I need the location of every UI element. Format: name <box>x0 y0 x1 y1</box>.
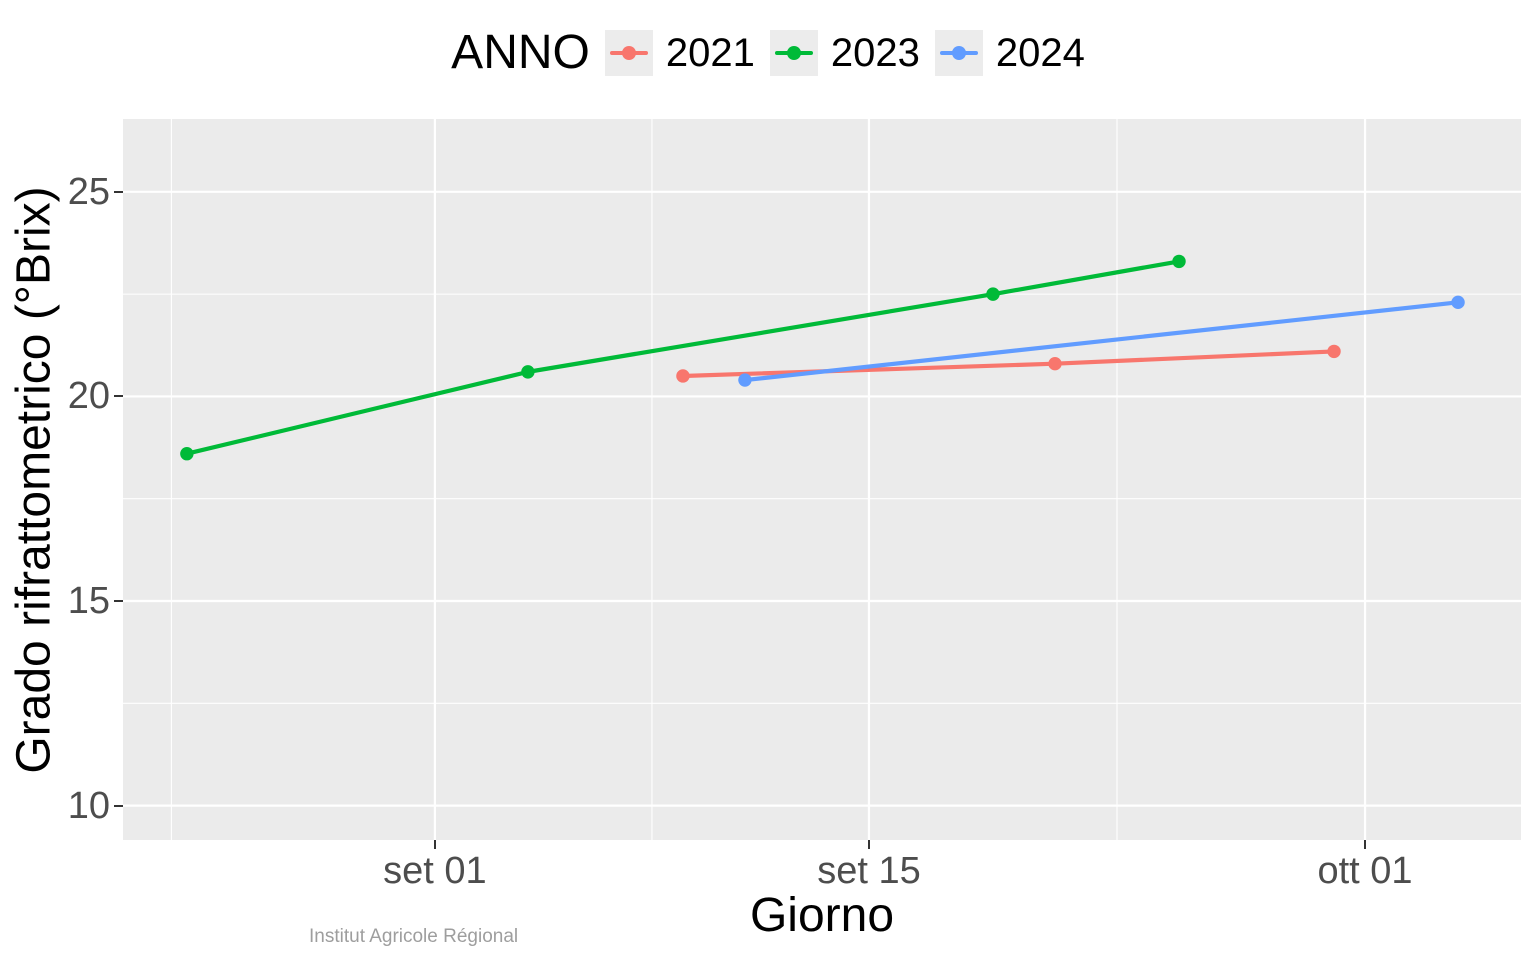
legend-item-2024: 2024 <box>934 30 1085 76</box>
data-point-2021 <box>676 369 690 383</box>
data-point-2023 <box>521 365 535 379</box>
legend-key-2024 <box>934 30 983 76</box>
x-tick-mark <box>1364 840 1367 849</box>
legend-key-2021 <box>604 30 653 76</box>
y-tick-mark <box>114 190 123 193</box>
data-point-2023 <box>1172 254 1186 269</box>
data-point-2024 <box>1451 295 1465 310</box>
series-line-2024 <box>742 300 1461 383</box>
legend-item-2023: 2023 <box>769 30 920 76</box>
y-tick-label: 10 <box>67 784 110 827</box>
series-line-2021 <box>680 349 1337 379</box>
legend-label: 2021 <box>665 31 755 75</box>
x-tick-label: ott 01 <box>1317 850 1413 892</box>
data-point-2021 <box>1327 344 1341 359</box>
x-tick-label: set 15 <box>817 850 921 892</box>
legend-title: ANNO <box>451 26 590 79</box>
legend-key-dot-icon <box>786 46 801 60</box>
y-tick-label: 20 <box>67 375 110 418</box>
y-tick-mark <box>114 600 123 603</box>
data-point-2023 <box>180 447 194 461</box>
data-point-2021 <box>1048 356 1062 371</box>
legend-key-dot-icon <box>951 46 966 60</box>
y-axis-title: Grado rifrattometrico (°Brix) <box>7 186 61 774</box>
watermark: Institut Agricole Régional <box>309 926 519 947</box>
legend-label: 2024 <box>995 31 1085 75</box>
x-tick-label: set 01 <box>383 850 487 892</box>
y-tick-label: 15 <box>67 580 110 623</box>
legend-key-2023 <box>769 30 818 76</box>
legend-key-dot-icon <box>621 46 636 60</box>
data-point-2023 <box>986 287 1000 301</box>
y-tick-label: 25 <box>67 170 110 213</box>
data-point-2024 <box>738 373 752 387</box>
legend-label: 2023 <box>830 31 920 75</box>
legend: ANNO 2021 2023 2024 <box>0 18 1536 88</box>
y-tick-mark <box>114 395 123 398</box>
series-line-2023 <box>184 259 1182 456</box>
x-tick-mark <box>433 840 436 849</box>
legend-item-2021: 2021 <box>604 30 755 76</box>
x-tick-mark <box>867 840 870 849</box>
plot-area <box>123 119 1521 840</box>
y-tick-mark <box>114 804 123 807</box>
plot-panel: Institut Agricole Régional <box>123 119 1521 947</box>
x-axis-title: Giorno <box>749 889 895 942</box>
